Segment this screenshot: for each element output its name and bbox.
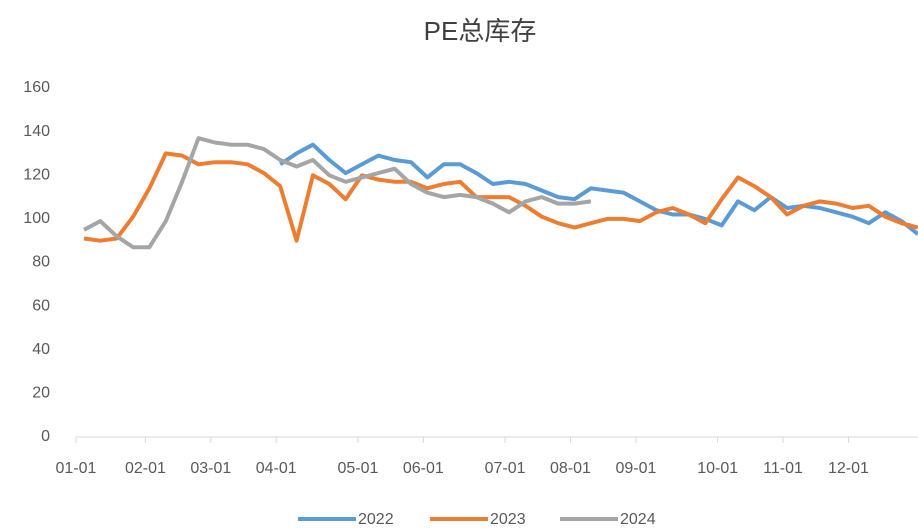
x-tick-label: 11-01 — [763, 460, 803, 477]
series-line — [279, 142, 918, 236]
y-tick-label: 0 — [41, 428, 50, 445]
y-tick-label: 120 — [23, 166, 50, 183]
x-tick-label: 10-01 — [697, 460, 738, 477]
x-tick-label: 01-01 — [56, 460, 97, 477]
y-tick-label: 20 — [32, 385, 50, 402]
y-tick-label: 160 — [23, 79, 50, 96]
legend-label: 2024 — [620, 511, 656, 528]
legend-label: 2023 — [490, 511, 526, 528]
series-line — [83, 136, 592, 250]
x-tick-label: 08-01 — [550, 460, 591, 477]
x-tick-label: 04-01 — [256, 460, 297, 477]
x-tick-label: 03-01 — [190, 460, 231, 477]
x-tick-label: 09-01 — [615, 460, 656, 477]
y-tick-label: 140 — [23, 123, 50, 140]
y-tick-label: 40 — [32, 341, 50, 358]
y-tick-label: 60 — [32, 297, 50, 314]
x-tick-label: 06-01 — [403, 460, 444, 477]
x-tick-label: 12-01 — [828, 460, 869, 477]
chart-title: PE总库存 — [424, 16, 537, 46]
series-line — [83, 151, 918, 243]
x-tick-label: 07-01 — [485, 460, 526, 477]
legend-label: 2022 — [358, 511, 394, 528]
y-tick-label: 100 — [23, 210, 50, 227]
x-tick-label: 02-01 — [125, 460, 166, 477]
y-tick-label: 80 — [32, 254, 50, 271]
x-tick-label: 05-01 — [337, 460, 378, 477]
